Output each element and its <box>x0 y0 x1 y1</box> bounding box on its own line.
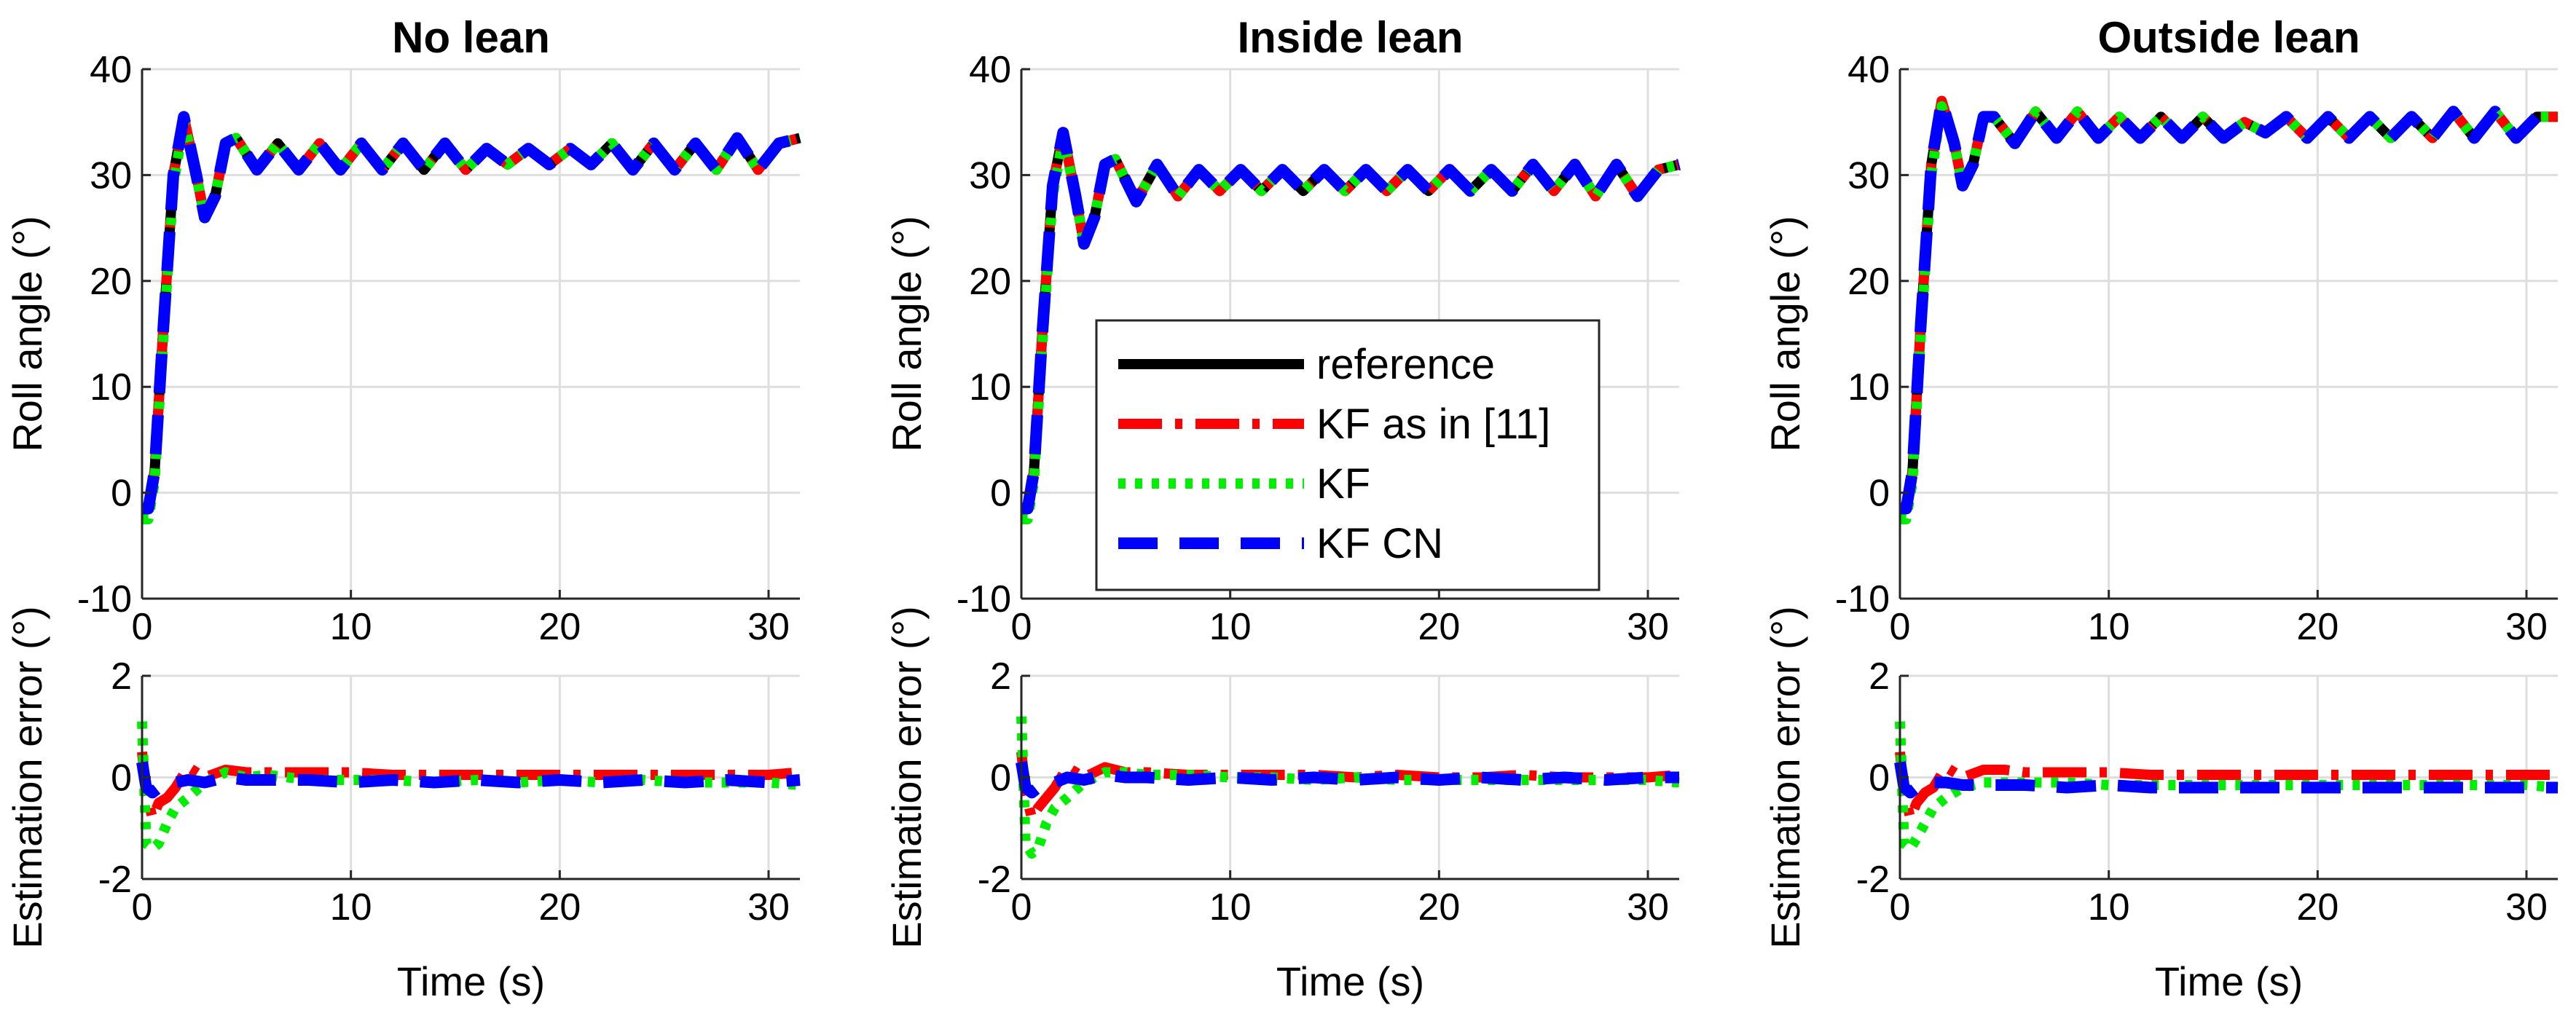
y-tick-label: 0 <box>1869 473 1890 515</box>
x-tick-label: 0 <box>1890 886 1911 929</box>
x-tick-label: 30 <box>2505 886 2548 929</box>
x-tick-label: 30 <box>747 886 790 929</box>
series-line-kf-cn <box>1900 95 2558 515</box>
x-tick-label: 30 <box>747 606 790 648</box>
y-tick-label: -2 <box>1856 859 1890 901</box>
y-tick-label: -10 <box>957 578 1011 620</box>
y-tick-label: 0 <box>990 757 1011 800</box>
legend-label: KF CN <box>1316 520 1443 567</box>
y-tick-label: 40 <box>1847 49 1890 91</box>
legend-label: KF as in [11] <box>1316 401 1550 448</box>
y-axis-label: Roll angle (°) <box>4 216 50 452</box>
x-tick-label: 0 <box>132 606 153 648</box>
x-axis-label: Time (s) <box>397 958 545 1004</box>
y-axis-label: Estimation error (°) <box>884 606 930 948</box>
series-line-kf-cn <box>1016 761 1679 799</box>
x-tick-label: 30 <box>1627 606 1669 648</box>
y-tick-label: 20 <box>90 261 132 303</box>
y-tick-label: 0 <box>111 757 132 800</box>
chart-title: No lean <box>392 13 550 62</box>
legend-label: reference <box>1316 341 1495 388</box>
y-tick-label: 30 <box>90 154 132 197</box>
x-tick-label: 10 <box>1209 886 1252 929</box>
y-tick-label: 0 <box>1869 757 1890 800</box>
x-tick-label: 20 <box>1418 886 1460 929</box>
y-tick-label: 2 <box>990 655 1011 698</box>
plot-area <box>1900 69 2558 599</box>
x-axis-label: Time (s) <box>2155 958 2303 1004</box>
x-tick-label: 20 <box>538 606 581 648</box>
x-tick-label: 0 <box>1011 886 1032 929</box>
chart-title: Inside lean <box>1237 13 1463 62</box>
x-tick-label: 20 <box>2296 606 2339 648</box>
y-tick-label: 10 <box>969 366 1011 409</box>
x-tick-label: 20 <box>1418 606 1460 648</box>
x-tick-label: 0 <box>1890 606 1911 648</box>
series-line-kf-cn <box>142 111 801 515</box>
y-tick-label: 10 <box>90 366 132 409</box>
y-tick-label: 40 <box>90 49 132 91</box>
y-tick-label: -2 <box>978 859 1011 901</box>
x-tick-label: 20 <box>538 886 581 929</box>
x-tick-label: 10 <box>1209 606 1252 648</box>
x-tick-label: 0 <box>1011 606 1032 648</box>
y-tick-label: 20 <box>969 261 1011 303</box>
y-axis-label: Estimation error (°) <box>4 606 50 948</box>
y-tick-label: 2 <box>111 655 132 698</box>
x-tick-label: 30 <box>2505 606 2548 648</box>
y-tick-label: -10 <box>1835 578 1890 620</box>
y-tick-label: 2 <box>1869 655 1890 698</box>
y-axis-label: Roll angle (°) <box>884 216 930 452</box>
y-tick-label: -2 <box>98 859 132 901</box>
x-tick-label: 0 <box>132 886 153 929</box>
y-tick-label: 10 <box>1847 366 1890 409</box>
series-line-kf-cn <box>1894 761 2558 799</box>
y-axis-label: Roll angle (°) <box>1762 216 1808 452</box>
series-line-kf-as-in-11 <box>1895 751 2558 824</box>
y-tick-label: 20 <box>1847 261 1890 303</box>
series-line-kf-as-in-11 <box>1016 751 1680 824</box>
y-tick-label: 40 <box>969 49 1011 91</box>
x-tick-label: 30 <box>1627 886 1669 929</box>
chart-title: Outside lean <box>2097 13 2360 62</box>
series-line-kf <box>137 721 801 854</box>
y-tick-label: 0 <box>111 473 132 515</box>
y-tick-label: 30 <box>969 154 1011 197</box>
series-line-kf-cn <box>136 761 801 799</box>
legend-label: KF <box>1316 460 1370 508</box>
y-tick-label: -10 <box>77 578 132 620</box>
x-tick-label: 10 <box>330 886 372 929</box>
x-tick-label: 20 <box>2296 886 2339 929</box>
series-line-kf-as-in-11 <box>137 751 801 824</box>
x-tick-label: 10 <box>2088 606 2130 648</box>
series-line-kf-cn <box>1021 127 1681 515</box>
y-tick-label: 30 <box>1847 154 1890 197</box>
legend: reference KF as in [11] KF KF CN <box>1095 319 1601 591</box>
x-axis-label: Time (s) <box>1276 958 1424 1004</box>
x-tick-label: 10 <box>2088 886 2130 929</box>
x-tick-label: 10 <box>330 606 372 648</box>
y-tick-label: 0 <box>990 473 1011 515</box>
y-axis-label: Estimation error (°) <box>1762 606 1808 948</box>
